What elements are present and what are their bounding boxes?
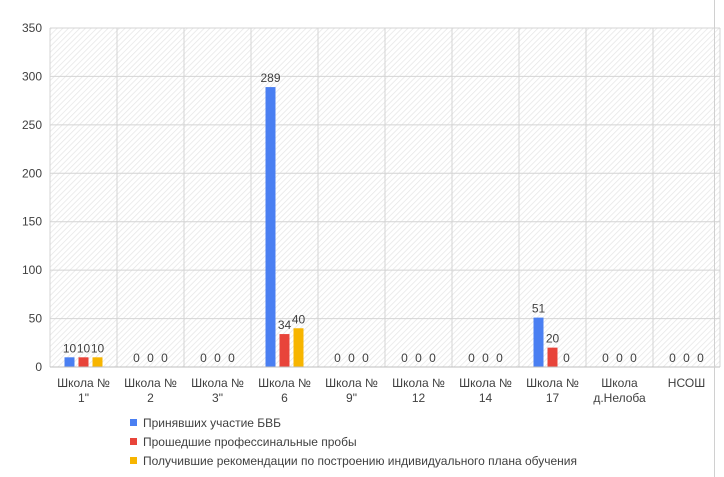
- y-axis: 0 50 100 150 200 250 300 350: [22, 21, 42, 374]
- legend-swatch-series-3: [130, 457, 137, 464]
- data-label: 0: [669, 351, 676, 365]
- frame-border: [714, 0, 715, 477]
- data-label: 10: [91, 341, 105, 355]
- y-tick-label: 300: [22, 69, 42, 83]
- data-label: 0: [697, 351, 704, 365]
- y-tick-label: 250: [22, 118, 42, 132]
- x-tick-label-line2: 17: [546, 391, 560, 405]
- x-tick-label: Школа №: [191, 376, 244, 390]
- data-label: 0: [429, 351, 436, 365]
- y-tick-label: 200: [22, 166, 42, 180]
- x-tick-label-line2: 2: [147, 391, 154, 405]
- bar: [533, 317, 544, 367]
- x-tick-label: Школа №: [325, 376, 378, 390]
- data-label: 0: [468, 351, 475, 365]
- x-tick-label: Школа №: [258, 376, 311, 390]
- data-label: 20: [546, 332, 560, 346]
- x-tick-label-line2: 1": [78, 391, 89, 405]
- bar: [78, 357, 89, 367]
- legend-swatch-series-1: [130, 419, 137, 426]
- bar: [547, 347, 558, 367]
- x-tick-label: Школа №: [392, 376, 445, 390]
- bar: [64, 357, 75, 367]
- x-tick-label: Школа №: [526, 376, 579, 390]
- data-label: 0: [214, 351, 221, 365]
- data-label: 0: [630, 351, 637, 365]
- data-label: 0: [362, 351, 369, 365]
- legend-item-series-1: Принявших участие БВБ: [130, 413, 577, 432]
- x-tick-label-line2: 12: [412, 391, 426, 405]
- x-tick-label: Школа №: [57, 376, 110, 390]
- x-tick-label-line2: 3": [212, 391, 223, 405]
- y-tick-label: 0: [35, 360, 42, 374]
- legend-label-series-2: Прошедшие профессинальные пробы: [143, 434, 357, 449]
- data-label: 0: [496, 351, 503, 365]
- bar: [92, 357, 103, 367]
- data-label: 0: [161, 351, 168, 365]
- x-tick-label: Школа №: [459, 376, 512, 390]
- data-label: 0: [616, 351, 623, 365]
- data-label: 0: [563, 351, 570, 365]
- legend-label-series-1: Принявших участие БВБ: [143, 415, 282, 430]
- data-label: 0: [602, 351, 609, 365]
- data-label: 10: [63, 341, 77, 355]
- bar: [293, 328, 304, 367]
- legend-label-series-3: Получившие рекомендации по построению ин…: [143, 453, 577, 468]
- x-tick-label-line2: д.Нелоба: [593, 391, 646, 405]
- data-label: 40: [292, 312, 306, 326]
- gridlines: [49, 27, 721, 368]
- data-label: 0: [482, 351, 489, 365]
- legend-swatch-series-2: [130, 438, 137, 445]
- legend: Принявших участие БВБ Прошедшие професси…: [130, 413, 577, 470]
- y-tick-label: 350: [22, 21, 42, 35]
- bar: [279, 334, 290, 367]
- legend-item-series-2: Прошедшие профессинальные пробы: [130, 432, 577, 451]
- bar: [265, 87, 276, 367]
- x-tick-label: Школа: [601, 376, 638, 390]
- data-label: 0: [401, 351, 408, 365]
- data-label: 0: [147, 351, 154, 365]
- x-tick-label-line2: 14: [479, 391, 493, 405]
- data-label: 10: [77, 341, 91, 355]
- data-label: 0: [683, 351, 690, 365]
- data-label: 34: [278, 318, 292, 332]
- data-label: 0: [348, 351, 355, 365]
- data-label: 0: [133, 351, 140, 365]
- data-label: 0: [334, 351, 341, 365]
- x-tick-label: НСОШ: [668, 376, 705, 390]
- x-tick-label: Школа №: [124, 376, 177, 390]
- x-tick-label-line2: 9": [346, 391, 357, 405]
- bars: [64, 87, 558, 367]
- data-label: 0: [228, 351, 235, 365]
- data-label: 289: [260, 71, 280, 85]
- data-label: 51: [532, 302, 546, 316]
- data-label: 0: [415, 351, 422, 365]
- y-tick-label: 100: [22, 263, 42, 277]
- y-tick-label: 50: [29, 312, 43, 326]
- data-label: 0: [200, 351, 207, 365]
- legend-item-series-3: Получившие рекомендации по построению ин…: [130, 451, 577, 470]
- y-tick-label: 150: [22, 215, 42, 229]
- x-tick-label-line2: 6: [281, 391, 288, 405]
